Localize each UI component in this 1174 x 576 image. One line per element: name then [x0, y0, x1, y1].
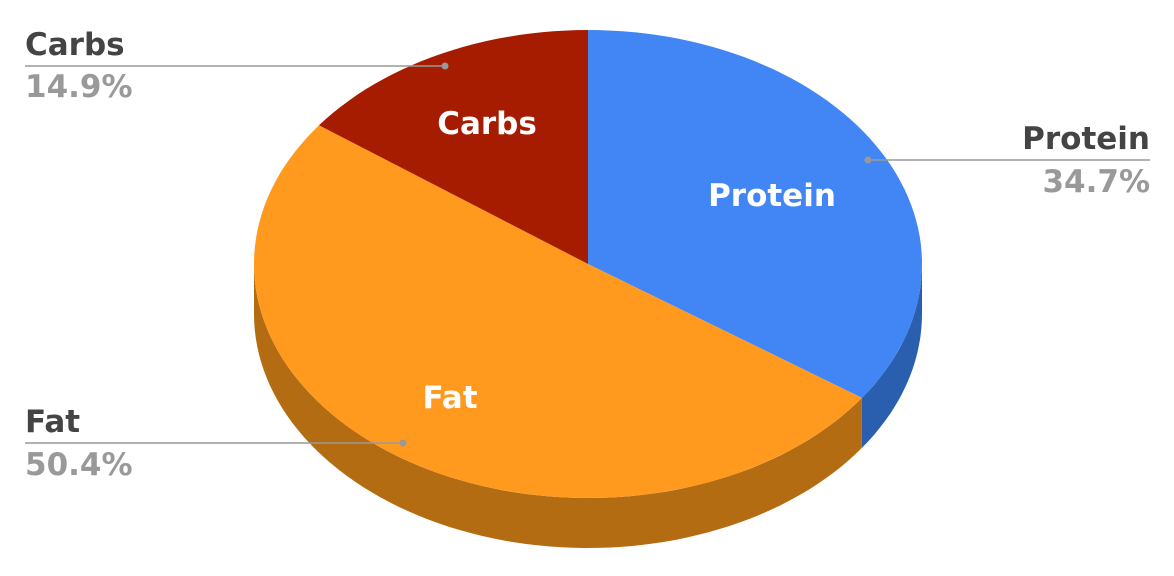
label-percent-protein: 34.7% — [1042, 164, 1150, 200]
inner-label-protein: Protein — [708, 178, 836, 214]
pie-slice-fat — [254, 125, 862, 499]
label-name-carbs: Carbs — [25, 27, 125, 63]
pie-slice-protein — [588, 30, 922, 398]
label-percent-carbs: 14.9% — [25, 69, 133, 105]
pie-side-fat — [254, 264, 862, 548]
pie-slice-carbs — [319, 30, 588, 264]
leader-dot-fat — [399, 439, 407, 447]
label-name-protein: Protein — [1022, 121, 1150, 157]
leader-dot-carbs — [441, 62, 449, 70]
label-name-fat: Fat — [25, 404, 80, 440]
inner-label-carbs: Carbs — [437, 106, 537, 142]
inner-label-fat: Fat — [422, 380, 477, 416]
label-percent-fat: 50.4% — [25, 447, 133, 483]
leader-dot-protein — [864, 156, 872, 164]
pie-side-protein — [861, 264, 922, 448]
